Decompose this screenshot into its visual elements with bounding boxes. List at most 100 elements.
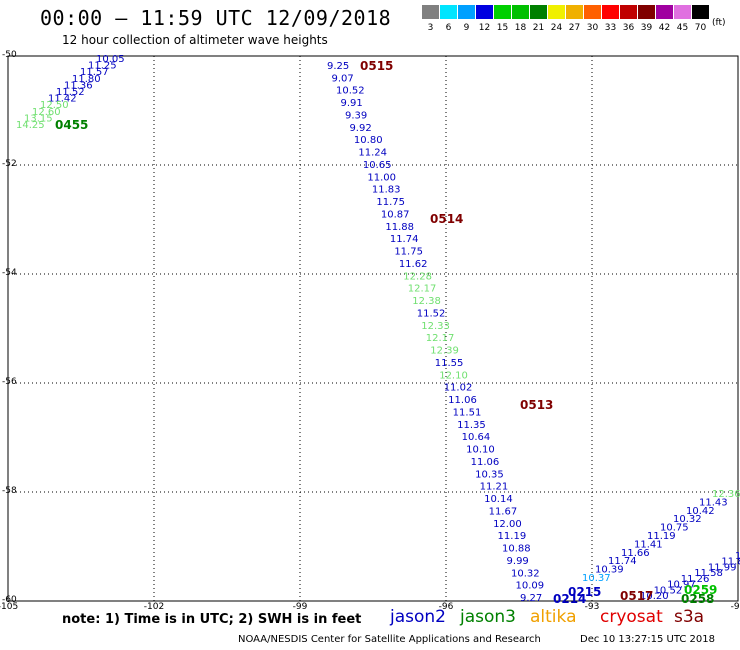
colorbar-label: 70	[694, 23, 707, 33]
colorbar-label: 3	[427, 23, 434, 33]
wave-height-label: 10.10	[466, 445, 495, 456]
pass-time-label: 0514	[430, 212, 463, 226]
wave-height-label: 12.17	[408, 284, 437, 295]
lat-tick-label: -54	[2, 268, 17, 278]
colorbar-swatch	[458, 5, 475, 19]
wave-height-label: 11.66	[621, 548, 650, 559]
wave-height-label: 11.74	[390, 234, 419, 245]
wave-height-label: 11.67	[489, 506, 518, 517]
wave-height-label: 11.42	[48, 94, 77, 105]
wave-height-label: 11.83	[372, 185, 401, 196]
wave-height-label: 10.88	[502, 544, 531, 555]
wave-height-label: 12.60	[32, 107, 61, 118]
colorbar-label: 18	[514, 23, 527, 33]
wave-height-label: 10.65	[363, 160, 392, 171]
wave-height-label: 9.27	[520, 593, 542, 604]
wave-height-label: 13.15	[24, 113, 53, 124]
colorbar-label: 6	[445, 23, 452, 33]
colorbar-swatch	[584, 5, 601, 19]
lat-tick-label: -60	[2, 595, 17, 605]
wave-height-label: 10.97	[667, 580, 696, 591]
colorbar-label: 27	[568, 23, 581, 33]
wave-height-label: 10.80	[354, 135, 383, 146]
pass-time-label: 0455	[55, 118, 88, 132]
wave-height-label: 11.24	[358, 148, 387, 159]
pass-time-label: 0513	[520, 398, 553, 412]
lon-tick-label: -105	[0, 602, 19, 612]
wave-height-label: 9.07	[331, 73, 353, 84]
wave-height-label: 11.35	[457, 420, 486, 431]
wave-height-label: 11.02	[444, 383, 473, 394]
wave-height-label: 12.17	[426, 333, 455, 344]
colorbar-label: 24	[550, 23, 563, 33]
wave-height-label: 10.42	[686, 506, 715, 517]
wave-height-label: 11.57	[80, 67, 109, 78]
lon-tick-label: -99	[292, 602, 308, 612]
wave-height-label: 10.35	[475, 469, 504, 480]
wave-height-label: 10.20	[640, 591, 669, 602]
wave-height-label: 9.99	[507, 556, 529, 567]
wave-height-label: 11.26	[681, 574, 710, 585]
legend-entry-cryosat: cryosat	[600, 607, 663, 627]
wave-height-label: 9.91	[340, 98, 362, 109]
wave-height-label: 10.05	[96, 54, 125, 65]
wave-height-label: 11.58	[694, 568, 723, 579]
wave-height-label: 11.43	[699, 497, 728, 508]
wave-height-label: 14.25	[16, 120, 45, 131]
colorbar-swatch	[566, 5, 583, 19]
wave-height-label: 10.32	[511, 568, 540, 579]
wave-height-label: 10.09	[516, 581, 545, 592]
wave-height-label: 11.51	[453, 407, 482, 418]
colorbar-swatch	[674, 5, 691, 19]
wave-height-label: 11.80	[72, 74, 101, 85]
wave-height-label: 10.14	[484, 494, 513, 505]
lat-tick-label: -52	[2, 159, 17, 169]
wave-height-label: 11.21	[480, 482, 509, 493]
wave-height-label: 12.38	[412, 296, 441, 307]
wave-height-label: 10.86	[735, 551, 740, 562]
wave-height-label: 9.39	[345, 110, 367, 121]
lon-tick-label: -93	[584, 602, 600, 612]
colorbar-label: 45	[676, 23, 689, 33]
lon-tick-label: -102	[143, 602, 165, 612]
wave-height-label: 10.52	[654, 585, 683, 596]
wave-height-label: 9.92	[349, 123, 371, 134]
wave-height-label: 12.10	[439, 370, 468, 381]
lat-tick-label: -50	[2, 50, 17, 60]
pass-time-label: 0517	[620, 589, 653, 603]
colorbar-swatch	[476, 5, 493, 19]
colorbar-label: 36	[622, 23, 635, 33]
wave-height-label: 11.75	[376, 197, 405, 208]
lon-tick-label: -96	[438, 602, 454, 612]
colorbar-label: 12	[478, 23, 491, 33]
wave-height-label: 9.25	[327, 61, 349, 72]
pass-time-label: 0214	[553, 592, 586, 606]
colorbar-label: 42	[658, 23, 671, 33]
lat-tick-label: -56	[2, 377, 17, 387]
wave-height-label: 10.52	[336, 86, 365, 97]
wave-height-label: 12.50	[40, 100, 69, 111]
wave-height-label: 10.32	[673, 514, 702, 525]
wave-height-label: 10.39	[595, 565, 624, 576]
generated-timestamp: Dec 10 13:27:15 UTC 2018	[580, 634, 715, 645]
color-legend-unit: (ft)	[712, 18, 726, 28]
wave-height-label: 10.37	[582, 573, 611, 584]
wave-height-label: 11.88	[385, 222, 414, 233]
wave-height-label: 11.62	[399, 259, 428, 270]
map-grid	[7, 55, 739, 602]
pass-time-label: 0259	[684, 583, 717, 597]
colorbar-swatch	[656, 5, 673, 19]
colorbar-swatch	[422, 5, 439, 19]
lat-tick-label: -58	[2, 486, 17, 496]
wave-height-label: 11.41	[634, 539, 663, 550]
colorbar-swatch	[548, 5, 565, 19]
colorbar-label: 21	[532, 23, 545, 33]
wave-height-label: 12.36	[712, 489, 740, 500]
wave-height-label: 10.75	[660, 523, 689, 534]
colorbar-swatch	[530, 5, 547, 19]
colorbar-swatch	[692, 5, 709, 19]
footer-note: note: 1) Time is in UTC; 2) SWH is in fe…	[62, 612, 362, 627]
colorbar-label: 15	[496, 23, 509, 33]
wave-height-label: 12.00	[493, 519, 522, 530]
